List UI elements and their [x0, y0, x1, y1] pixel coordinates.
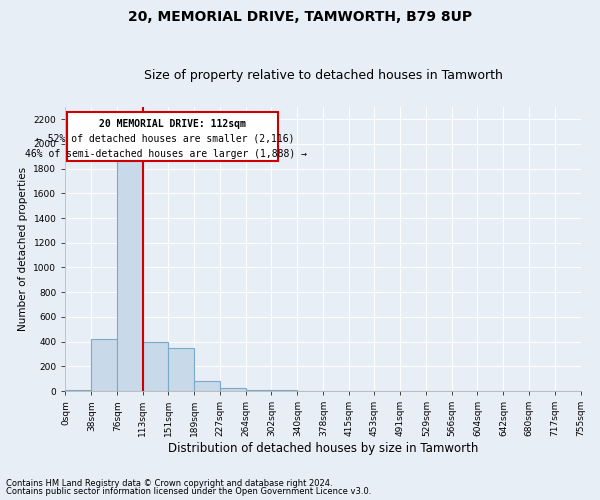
Text: Contains public sector information licensed under the Open Government Licence v3: Contains public sector information licen… [6, 487, 371, 496]
Title: Size of property relative to detached houses in Tamworth: Size of property relative to detached ho… [143, 69, 502, 82]
Bar [67, 112, 278, 161]
Bar [118, 156, 143, 391]
Text: ← 52% of detached houses are smaller (2,116): ← 52% of detached houses are smaller (2,… [37, 134, 295, 144]
Y-axis label: Number of detached properties: Number of detached properties [18, 167, 28, 331]
Text: 20, MEMORIAL DRIVE, TAMWORTH, B79 8UP: 20, MEMORIAL DRIVE, TAMWORTH, B79 8UP [128, 10, 472, 24]
Bar [169, 348, 194, 391]
Bar [65, 390, 91, 391]
X-axis label: Distribution of detached houses by size in Tamworth: Distribution of detached houses by size … [168, 442, 478, 455]
Bar [245, 390, 271, 391]
Text: Contains HM Land Registry data © Crown copyright and database right 2024.: Contains HM Land Registry data © Crown c… [6, 478, 332, 488]
Bar [194, 381, 220, 391]
Bar [143, 342, 169, 391]
Text: 20 MEMORIAL DRIVE: 112sqm: 20 MEMORIAL DRIVE: 112sqm [99, 119, 246, 129]
Bar [220, 388, 245, 391]
Bar [91, 338, 118, 391]
Text: 46% of semi-detached houses are larger (1,888) →: 46% of semi-detached houses are larger (… [25, 149, 307, 159]
Bar [271, 390, 298, 391]
